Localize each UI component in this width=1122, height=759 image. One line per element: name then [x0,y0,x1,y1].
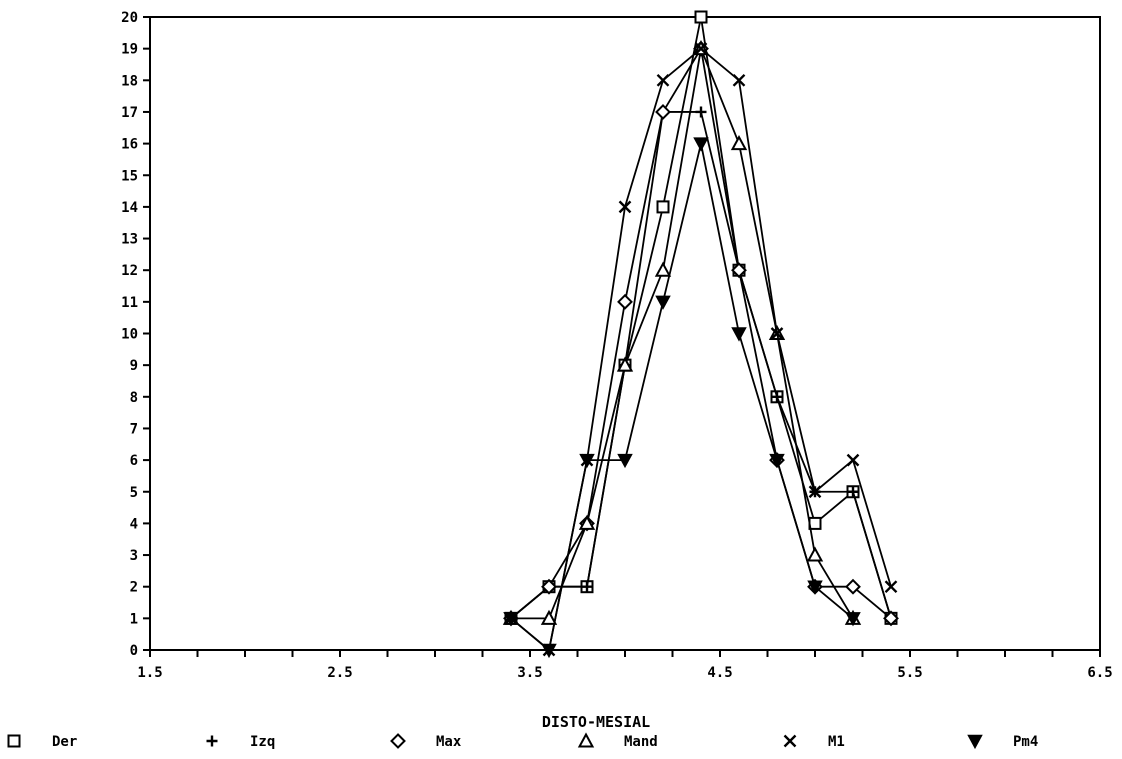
data-point-pm4 [503,612,519,627]
data-point-pm4 [579,453,595,469]
legend-item-pm4: Pm4 [967,734,1038,750]
data-point-m1 [656,73,670,87]
data-point-izq [695,106,707,118]
data-point-izq [581,581,593,593]
series-pm4 [503,137,861,659]
x-tick-label: 2.5 [327,665,352,681]
data-point-m1 [618,200,632,214]
data-point-m1 [808,485,822,499]
y-tick-label: 16 [121,137,138,153]
y-tick-label: 2 [130,580,138,596]
data-point-max [541,578,557,595]
y-tick-label: 15 [121,168,138,184]
y-tick-label: 0 [130,643,138,659]
data-point-max [883,610,899,627]
series-line-mand [511,47,854,620]
y-tick-label: 17 [121,105,138,121]
legend-label-m1: M1 [828,734,845,750]
data-point-der [694,10,708,24]
y-tick-label: 1 [130,611,138,627]
x-tick-label: 3.5 [517,665,542,681]
data-point-pm4 [617,453,633,469]
legend-marker-izq [206,735,218,747]
y-tick-label: 8 [130,390,138,406]
y-tick-label: 6 [130,453,138,469]
y-tick-label: 18 [121,73,138,89]
legend-marker-pm4 [967,734,983,750]
x-axis-label: DISTO-MESIAL [542,713,650,731]
y-tick-label: 14 [121,200,138,216]
data-point-pm4 [693,137,709,152]
legend-label-mand: Mand [624,734,658,750]
x-tick-label: 5.5 [897,665,922,681]
y-tick-label: 5 [130,485,138,501]
legend-item-izq: Izq [206,734,275,750]
legend-item-mand: Mand [577,732,658,750]
series-mand [502,40,862,625]
y-tick-label: 12 [121,263,138,279]
y-tick-label: 7 [130,421,138,437]
legend: Der Izq Max Mand M1 Pm4 [7,732,1038,750]
legend-marker-mand [577,732,595,748]
series-line-pm4 [510,142,854,651]
y-tick-label: 20 [121,10,138,26]
data-point-mand [806,546,824,562]
series-der [504,10,898,625]
data-point-pm4 [807,580,823,595]
data-point-izq [771,391,783,403]
series-m1 [504,42,898,657]
y-tick-label: 10 [121,327,138,343]
y-tick-label: 11 [121,295,138,311]
data-point-mand [616,356,634,372]
legend-label-pm4: Pm4 [1013,734,1038,750]
y-tick-label: 4 [130,516,138,532]
legend-label-max: Max [436,734,462,750]
data-point-max [845,578,861,595]
data-point-mand [654,261,672,277]
data-point-m1 [694,42,708,55]
data-point-pm4 [731,327,747,342]
x-tick-label: 4.5 [707,665,732,681]
y-tick-label: 9 [130,358,138,374]
data-point-pm4 [655,295,671,310]
legend-item-der: Der [7,734,77,750]
data-point-mand [578,514,596,530]
legend-item-max: Max [390,733,462,750]
data-point-m1 [732,73,746,87]
data-point-max [731,262,747,279]
y-tick-label: 13 [121,232,138,248]
series-line-izq [510,111,892,620]
y-tick-label: 3 [130,548,138,564]
legend-marker-max [390,733,406,749]
data-point-mand [730,135,748,151]
data-point-pm4 [541,643,557,659]
series-line-max [510,47,892,620]
x-tick-label: 6.5 [1087,665,1112,681]
legend-label-izq: Izq [250,734,275,750]
legend-label-der: Der [52,734,77,750]
data-point-mand [540,609,558,625]
legend-marker-der [7,734,21,748]
data-point-m1 [846,453,860,467]
data-point-max [655,104,671,120]
data-point-der [656,200,670,214]
series-max [503,40,899,627]
legend-marker-m1 [783,734,797,748]
data-point-m1 [884,580,898,594]
data-point-der [808,516,822,530]
data-point-izq [847,486,859,498]
data-point-pm4 [769,453,785,469]
legend-item-m1: M1 [783,734,845,750]
series-izq [505,106,897,624]
y-tick-label: 19 [121,42,138,58]
plot-frame [149,16,1101,651]
series-layer [502,10,899,659]
data-point-m1 [770,327,784,340]
data-point-pm4 [845,612,861,627]
x-tick-label: 1.5 [137,665,162,681]
data-point-max [617,293,633,310]
